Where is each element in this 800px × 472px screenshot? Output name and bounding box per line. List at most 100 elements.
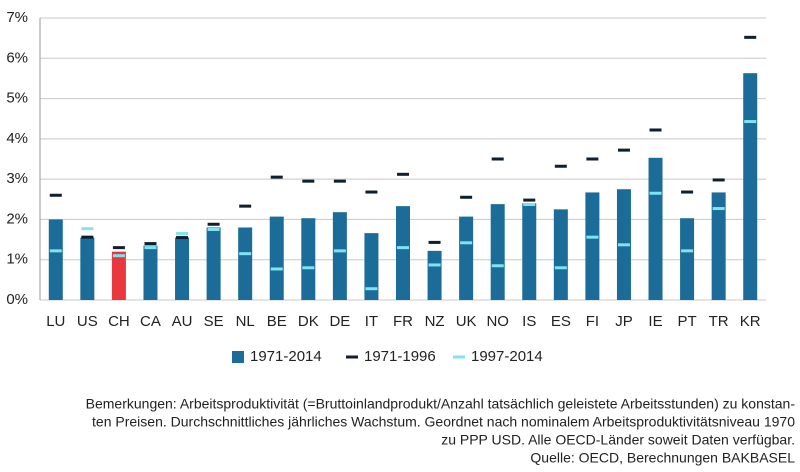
x-tick-label: DE [329, 313, 350, 330]
x-tick-label: DK [298, 313, 319, 330]
dash-marker [49, 249, 62, 253]
dash-marker [397, 246, 409, 250]
y-tick-label: 7% [6, 9, 28, 26]
x-tick-label: FI [586, 313, 599, 330]
dash-marker [176, 236, 189, 240]
y-tick-label: 5% [6, 90, 28, 107]
y-tick-label: 6% [6, 49, 28, 66]
legend-swatch [346, 355, 358, 359]
dash-marker [554, 164, 567, 168]
dash-marker [333, 179, 346, 183]
x-tick-label: IS [522, 313, 536, 330]
legend-label: 1971-1996 [364, 348, 436, 365]
legend-swatch [232, 351, 244, 363]
bar [301, 218, 316, 300]
bar [396, 206, 410, 300]
dash-marker [681, 249, 694, 253]
dash-marker [81, 235, 94, 239]
bar [680, 218, 695, 300]
dash-marker [523, 198, 536, 202]
dash-marker [176, 232, 189, 236]
x-tick-label: CH [108, 313, 130, 330]
dash-marker [649, 128, 662, 132]
dash-marker [523, 203, 536, 207]
y-tick-label: 0% [6, 291, 28, 308]
dash-marker [397, 172, 409, 176]
legend-label: 1997-2014 [471, 348, 543, 365]
dash-marker [617, 243, 630, 247]
dash-marker [586, 157, 599, 161]
bar [269, 216, 284, 300]
x-tick-label: ES [551, 313, 571, 330]
dash-marker [302, 179, 315, 183]
bar [111, 251, 126, 300]
bar [48, 219, 63, 300]
dash-marker [428, 263, 441, 267]
dash-marker [365, 190, 378, 194]
y-tick-label: 4% [6, 130, 28, 147]
dash-marker [744, 35, 757, 39]
x-tick-label: LU [46, 313, 65, 330]
bar [238, 227, 253, 300]
dash-marker [586, 235, 599, 239]
bar [459, 216, 474, 300]
bar [585, 192, 600, 300]
dash-marker [207, 228, 220, 231]
bar [80, 237, 95, 300]
note: ten Preisen. Durchschnittliches jährlich… [92, 414, 795, 430]
dash-marker [428, 240, 441, 244]
dash-marker [681, 190, 694, 194]
x-tick-label: NO [486, 313, 509, 330]
x-tick-label: KR [740, 313, 761, 330]
dash-marker [712, 178, 725, 182]
bar [743, 73, 758, 300]
note: Bemerkungen: Arbeitsproduktivität (=Brut… [86, 396, 796, 412]
dash-marker [491, 264, 504, 268]
x-tick-label: BE [267, 313, 287, 330]
bar [522, 203, 537, 300]
dash-marker [491, 157, 504, 161]
dash-marker [617, 148, 630, 152]
x-tick-label: AU [172, 313, 193, 330]
dash-marker [460, 241, 473, 245]
dash-marker [554, 266, 567, 270]
dash-marker [712, 207, 725, 211]
y-tick-label: 1% [6, 251, 28, 268]
dash-marker [460, 195, 473, 199]
note: zu PPP USD. Alle OECD-Länder soweit Date… [441, 432, 795, 448]
x-tick-label: NZ [425, 313, 445, 330]
dash-marker [649, 191, 662, 195]
dash-marker [270, 267, 283, 271]
note: Quelle: OECD, Berechnungen BAKBASEL [530, 450, 795, 466]
bar [490, 204, 505, 300]
legend-label: 1971-2014 [250, 348, 322, 365]
dash-marker [239, 252, 252, 256]
legend-swatch [453, 355, 465, 359]
x-tick-label: IE [648, 313, 662, 330]
dash-marker [112, 246, 125, 250]
x-tick-label: US [77, 313, 98, 330]
bar [206, 227, 221, 300]
x-tick-label: JP [615, 313, 633, 330]
x-tick-label: IT [365, 313, 378, 330]
bar [553, 209, 568, 300]
x-tick-label: TR [709, 313, 729, 330]
dash-marker [144, 246, 157, 250]
x-tick-label: PT [678, 313, 697, 330]
x-tick-label: NL [236, 313, 255, 330]
dash-marker [365, 287, 378, 291]
y-tick-label: 3% [6, 170, 28, 187]
dash-marker [112, 254, 125, 258]
dash-marker [333, 249, 346, 253]
x-tick-label: FR [393, 313, 413, 330]
bar [648, 157, 663, 300]
bar [427, 250, 442, 300]
dash-marker [81, 227, 94, 231]
dash-marker [49, 193, 62, 197]
dash-marker [239, 204, 252, 208]
dash-marker [207, 222, 220, 226]
bar [175, 237, 190, 300]
dash-marker [144, 242, 157, 246]
x-tick-label: CA [140, 313, 161, 330]
